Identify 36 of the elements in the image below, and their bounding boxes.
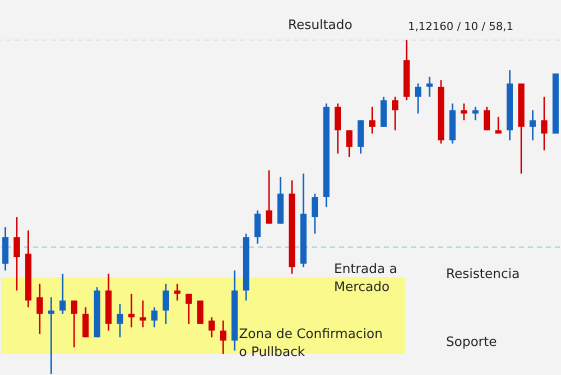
candlestick bbox=[59, 273, 66, 315]
candlestick bbox=[140, 300, 146, 328]
annotation: Entrada a Mercado bbox=[334, 262, 398, 295]
text: Resultado bbox=[288, 18, 352, 33]
candlestick bbox=[174, 283, 180, 302]
candlestick bbox=[116, 303, 124, 338]
candlestick bbox=[208, 316, 215, 338]
candlestick bbox=[254, 210, 261, 245]
candlestick bbox=[70, 300, 78, 348]
candlestick bbox=[530, 109, 536, 141]
candlestick bbox=[197, 300, 204, 325]
candlestick bbox=[426, 76, 433, 98]
candlestick bbox=[495, 116, 502, 134]
candlestick bbox=[36, 283, 43, 335]
candlestick bbox=[220, 320, 226, 355]
candlestick bbox=[312, 192, 318, 234]
annotation: Soporte bbox=[446, 335, 497, 350]
candlestick bbox=[266, 170, 272, 224]
candlestick bbox=[346, 129, 352, 158]
candlestick bbox=[186, 293, 192, 325]
candlestick bbox=[369, 106, 376, 134]
annotation: Zona de Confirmacion o Pullback bbox=[239, 327, 383, 360]
candlestick bbox=[82, 306, 89, 338]
candlestick bbox=[484, 106, 490, 131]
annotation: Resistencia bbox=[446, 267, 520, 282]
candlestick bbox=[334, 102, 341, 154]
candlestick bbox=[151, 306, 158, 328]
candlestick bbox=[472, 106, 479, 121]
candlestick bbox=[162, 283, 169, 325]
candlestick bbox=[14, 216, 20, 292]
candlestick bbox=[392, 96, 398, 131]
candlestick bbox=[460, 102, 468, 121]
candlestick bbox=[414, 82, 422, 114]
candlestick bbox=[48, 296, 54, 375]
text: 1,12160 / 10 / 58,1 bbox=[408, 20, 514, 33]
candlestick bbox=[541, 96, 548, 152]
